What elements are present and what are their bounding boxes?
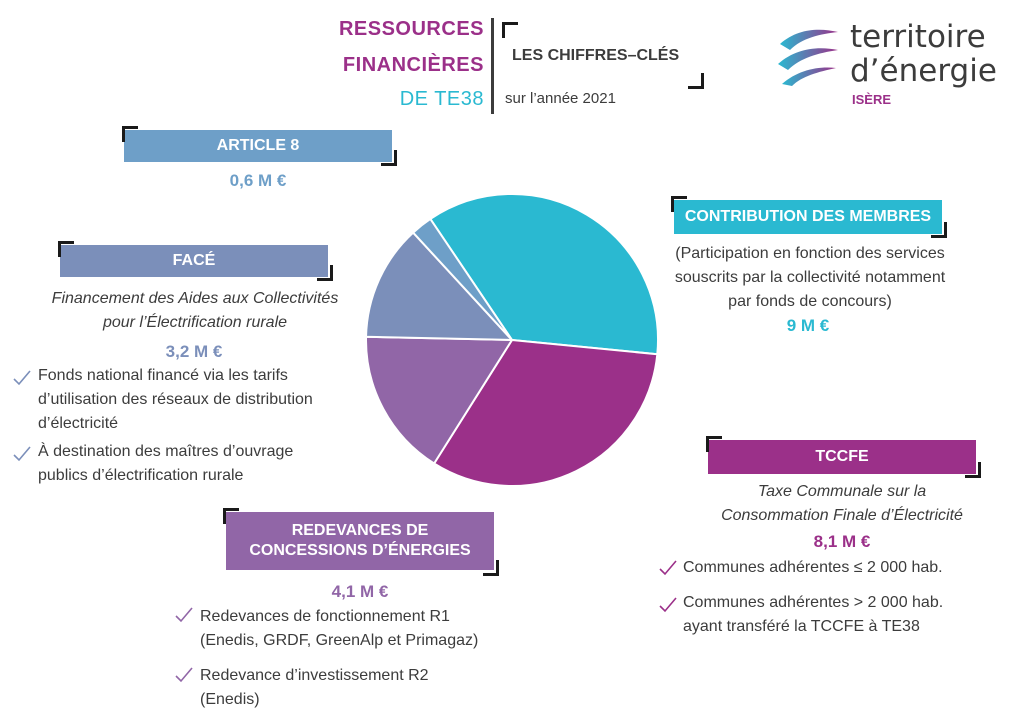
- redevances-bullet-1-line-2: (Enedis, GRDF, GreenAlp et Primagaz): [200, 632, 479, 649]
- face-corner-bottom: [317, 265, 333, 281]
- face-bullet-2-line-1: À destination des maîtres d’ouvrage: [38, 443, 294, 460]
- face-bullet-1-line-3: d’électricité: [38, 415, 119, 432]
- header-divider: [491, 18, 494, 114]
- article8-corner-top: [122, 126, 138, 142]
- tccfe-desc-1: Taxe Communale sur la: [757, 483, 927, 500]
- checkmark-icon: [175, 607, 193, 623]
- tccfe-label: TCCFE: [708, 440, 976, 474]
- tccfe-bullet-2-line-2: ayant transféré la TCCFE à TE38: [683, 618, 920, 635]
- title-line-3: DE TE38: [399, 88, 484, 110]
- redevances-bullet-1-line-1: Redevances de fonctionnement R1: [200, 608, 450, 625]
- contribution-desc-2: souscrits par la collectivité notamment: [674, 269, 946, 286]
- contribution-corner-top: [671, 196, 687, 212]
- tccfe-desc-2: Consommation Finale d’Électricité: [721, 507, 963, 524]
- subtitle: LES CHIFFRES–CLÉS: [512, 47, 680, 64]
- pie-chart: [365, 193, 659, 487]
- tccfe-bullet-1-line-1: Communes adhérentes ≤ 2 000 hab.: [683, 559, 943, 576]
- tccfe-corner-top: [706, 436, 722, 452]
- redevances-bullet-2-line-2: (Enedis): [200, 691, 260, 708]
- redevances-label-line-1: REDEVANCES DE: [291, 522, 429, 539]
- redevances-label: REDEVANCES DE CONCESSIONS D’ÉNERGIES: [226, 512, 494, 570]
- territoire-energie-logo-icon: [778, 29, 838, 86]
- redevances-amount: 4,1 M €: [331, 582, 389, 601]
- subtitle-corner-bottom: [688, 73, 704, 89]
- subtitle-corner-top: [502, 22, 518, 38]
- year-text: sur l’année 2021: [505, 90, 616, 107]
- checkmark-icon: [175, 667, 193, 683]
- contribution-desc-3: par fonds de concours): [728, 293, 892, 310]
- contribution-amount: 9 M €: [786, 316, 830, 335]
- contribution-label: CONTRIBUTION DES MEMBRES: [674, 200, 942, 234]
- checkmark-icon: [13, 446, 31, 462]
- face-bullet-1-line-1: Fonds national financé via les tarifs: [38, 367, 288, 384]
- pie-slice-4: [411, 217, 513, 341]
- title-line-2: FINANCIÈRES: [342, 54, 484, 76]
- redevances-corner-bottom: [483, 560, 499, 576]
- pie-slice-3: [365, 231, 515, 342]
- pie-slice-2: [365, 335, 514, 465]
- face-bullet-2-line-2: publics d’électrification rurale: [38, 467, 244, 484]
- redevances-bullet-2-line-1: Redevance d’investissement R2: [200, 667, 429, 684]
- article8-amount: 0,6 M €: [229, 171, 287, 190]
- tccfe-bullet-2-line-1: Communes adhérentes > 2 000 hab.: [683, 594, 944, 611]
- face-label: FACÉ: [60, 245, 328, 277]
- pie-slice-0: [428, 193, 659, 356]
- face-corner-top: [58, 241, 74, 257]
- article8-label: ARTICLE 8: [124, 130, 392, 162]
- redevances-label-line-2: CONCESSIONS D’ÉNERGIES: [249, 542, 471, 559]
- tccfe-corner-bottom: [965, 462, 981, 478]
- checkmark-icon: [13, 370, 31, 386]
- title-line-1: RESSOURCES: [338, 18, 484, 40]
- checkmark-icon: [659, 597, 677, 613]
- redevances-corner-top: [223, 508, 239, 524]
- brand-line-1: territoire: [850, 19, 986, 55]
- face-desc-1: Financement des Aides aux Collectivités: [51, 290, 339, 307]
- contribution-desc-1: (Participation en fonction des services: [675, 245, 945, 262]
- brand-region: ISÈRE: [852, 92, 892, 107]
- checkmark-icon: [659, 560, 677, 576]
- brand-line-2: d’énergie: [850, 53, 997, 89]
- contribution-corner-bottom: [931, 222, 947, 238]
- article8-corner-bottom: [381, 150, 397, 166]
- face-desc-2: pour l’Électrification rurale: [102, 314, 288, 331]
- face-amount: 3,2 M €: [165, 342, 223, 361]
- tccfe-amount: 8,1 M €: [813, 532, 871, 551]
- face-bullet-1-line-2: d’utilisation des réseaux de distributio…: [38, 391, 313, 408]
